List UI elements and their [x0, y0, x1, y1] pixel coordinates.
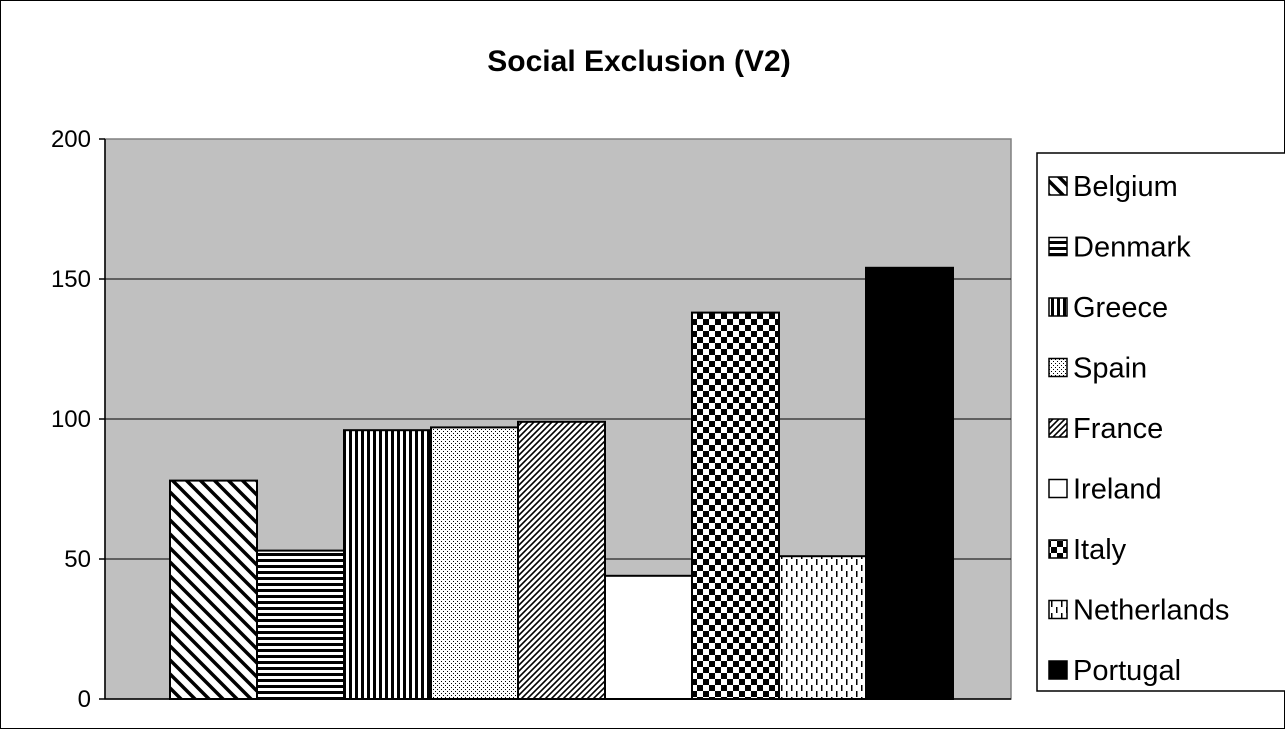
legend-swatch-greece [1048, 297, 1068, 317]
legend-label-greece: Greece [1073, 292, 1168, 324]
legend-swatch-ireland [1048, 478, 1068, 499]
bar-ireland [604, 574, 693, 700]
y-axis: 0 50 100 150 200 [51, 126, 1011, 713]
legend-swatch-italy [1048, 539, 1068, 559]
chart-title: Social Exclusion (V2) [487, 45, 790, 78]
legend-swatch-netherlands [1048, 599, 1068, 620]
bar-portugal [865, 266, 954, 700]
legend-swatch-spain [1048, 357, 1068, 378]
legend-label-denmark: Denmark [1073, 232, 1191, 264]
legend-box [1036, 152, 1285, 692]
legend-label-belgium: Belgium [1073, 171, 1178, 203]
bar-netherlands [778, 555, 867, 701]
legend-label-ireland: Ireland [1073, 474, 1162, 506]
legend-label-netherlands: Netherlands [1073, 595, 1229, 627]
legend-label-portugal: Portugal [1073, 655, 1181, 687]
legend-label-italy: Italy [1073, 534, 1127, 566]
y-tick-label: 200 [51, 126, 91, 153]
legend-swatch-france [1048, 418, 1068, 438]
bar-greece [343, 429, 432, 700]
legend-swatch-denmark [1048, 236, 1068, 257]
legend: Belgium Denmark Greece Spain France Ireland It… [1036, 152, 1285, 692]
y-tick-label: 150 [51, 266, 91, 293]
legend-label-spain: Spain [1073, 353, 1147, 385]
bar-france [517, 420, 606, 700]
y-tick-label: 0 [78, 686, 91, 713]
y-tick-label: 50 [64, 546, 91, 573]
legend-swatch-belgium [1048, 176, 1068, 196]
legend-swatch-portugal [1048, 660, 1068, 680]
bar-spain [430, 426, 519, 700]
bar-denmark [256, 549, 345, 700]
bars [169, 266, 954, 701]
bar-italy [691, 311, 780, 700]
bar-belgium [169, 479, 258, 700]
legend-label-france: France [1073, 413, 1163, 445]
y-tick-label: 100 [51, 406, 91, 433]
